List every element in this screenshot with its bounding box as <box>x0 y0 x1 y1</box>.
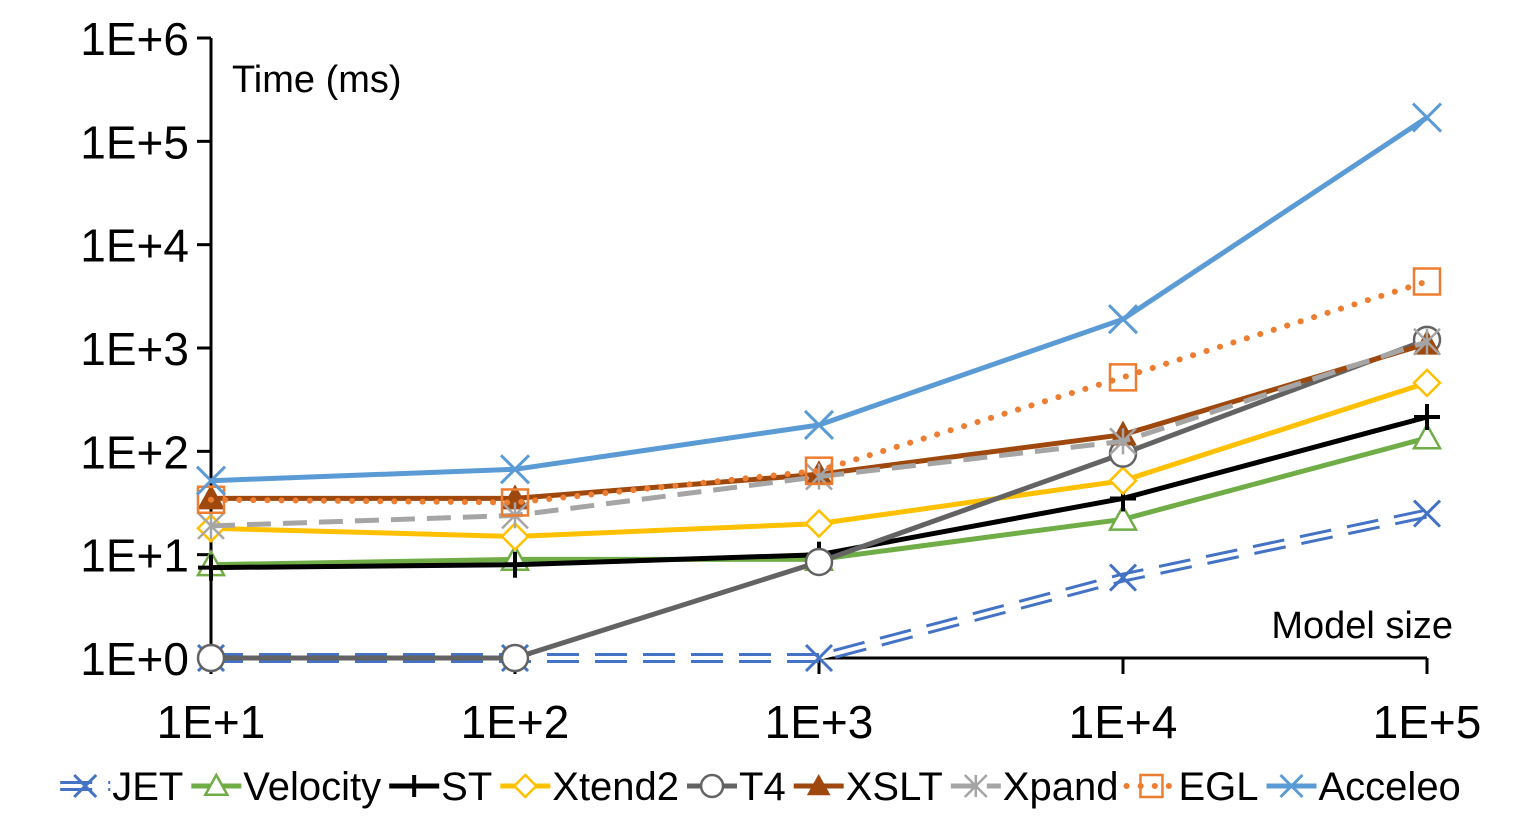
legend-marker-xslt <box>806 773 831 796</box>
data-point-t4 <box>196 643 226 673</box>
data-point-acceleo <box>1107 304 1139 335</box>
series-layer <box>195 102 1443 673</box>
legend-marker-acceleo <box>1279 773 1304 799</box>
legend-item-jet: JET <box>60 765 183 809</box>
legend-label-xpand: Xpand <box>1003 765 1119 809</box>
legend-label-egl: EGL <box>1178 765 1258 809</box>
axes: 1E+0 1E+1 1E+2 1E+3 1E+4 1E+5 1E+6 1E+1 1E+2 1E+3… <box>80 13 1481 748</box>
data-point-t4 <box>804 547 834 577</box>
legend-label-acceleo: Acceleo <box>1319 765 1461 809</box>
legend-marker-st <box>403 775 426 797</box>
x-tick-label: 1E+1 <box>157 696 266 748</box>
data-point-jet <box>1412 499 1442 528</box>
data-point-egl <box>500 488 530 517</box>
series-acceleo <box>195 102 1443 496</box>
series-line-xpand <box>210 339 1428 529</box>
legend-label-xslt: XSLT <box>846 765 943 809</box>
data-point-egl <box>804 456 834 485</box>
data-point-acceleo <box>499 454 531 485</box>
data-point-xpand <box>197 511 225 540</box>
data-point-t4 <box>500 643 530 673</box>
y-tick-label: 1E+4 <box>80 220 189 272</box>
legend-marker-xpand <box>963 774 988 798</box>
legend-marker-jet <box>73 773 98 799</box>
y-tick-label: 1E+1 <box>80 530 189 582</box>
data-point-velocity <box>1107 503 1139 531</box>
data-point-xtend2 <box>1412 368 1442 398</box>
data-point-st <box>502 551 528 578</box>
legend-label-st: ST <box>441 765 492 809</box>
data-point-acceleo <box>195 465 227 496</box>
legend-label-xtend2: Xtend2 <box>552 765 679 809</box>
legend-marker-xtend2 <box>512 773 539 799</box>
x-tick-label: 1E+4 <box>1069 696 1178 748</box>
legend-item-egl: EGL <box>1123 765 1259 809</box>
legend-item-xslt: XSLT <box>793 765 943 809</box>
legend-label-jet: JET <box>112 765 183 809</box>
legend-label-velocity: Velocity <box>243 765 381 809</box>
series-xpand <box>197 327 1441 540</box>
series-xtend2 <box>196 368 1442 552</box>
data-point-egl <box>1412 267 1442 296</box>
data-point-acceleo <box>1411 102 1443 133</box>
data-point-egl <box>196 485 226 514</box>
y-tick-label: 1E+0 <box>80 633 189 685</box>
legend-item-xtend2: Xtend2 <box>500 765 679 809</box>
x-axis-title: Model size <box>1271 605 1453 647</box>
y-axis-title: Time (ms) <box>232 59 402 101</box>
legend-item-acceleo: Acceleo <box>1266 765 1461 809</box>
data-point-acceleo <box>803 409 835 441</box>
series-egl <box>196 267 1442 517</box>
y-tick-label: 1E+3 <box>80 323 189 375</box>
legend-marker-velocity <box>203 772 230 797</box>
legend-item-st: ST <box>389 765 492 809</box>
data-point-xpand <box>1109 427 1137 456</box>
data-point-xtend2 <box>804 508 834 539</box>
x-tick-label: 1E+2 <box>461 696 570 748</box>
data-point-xtend2 <box>1108 465 1138 496</box>
data-point-jet <box>804 643 834 673</box>
legend: JET Velocity ST Xtend2 T4 XSLT Xpand EGL Acceleo <box>60 765 1461 809</box>
y-tick-label: 1E+2 <box>80 426 189 478</box>
data-point-egl <box>1108 363 1138 392</box>
y-tick-label: 1E+6 <box>80 13 189 65</box>
y-tick-label: 1E+5 <box>80 116 189 168</box>
data-point-st <box>198 554 224 581</box>
data-point-st <box>1414 403 1440 430</box>
x-tick-label: 1E+3 <box>765 696 874 748</box>
legend-item-xpand: Xpand <box>950 765 1119 809</box>
x-tick-label: 1E+5 <box>1373 696 1482 748</box>
legend-item-velocity: Velocity <box>191 765 381 809</box>
legend-item-t4: T4 <box>687 765 786 809</box>
legend-label-t4: T4 <box>739 765 786 809</box>
legend-marker-t4 <box>699 773 725 799</box>
data-point-jet <box>1108 563 1138 592</box>
legend-marker-egl <box>1139 773 1164 799</box>
data-point-xpand <box>1413 327 1441 356</box>
data-point-xtend2 <box>500 521 530 552</box>
data-point-velocity <box>1411 422 1443 450</box>
